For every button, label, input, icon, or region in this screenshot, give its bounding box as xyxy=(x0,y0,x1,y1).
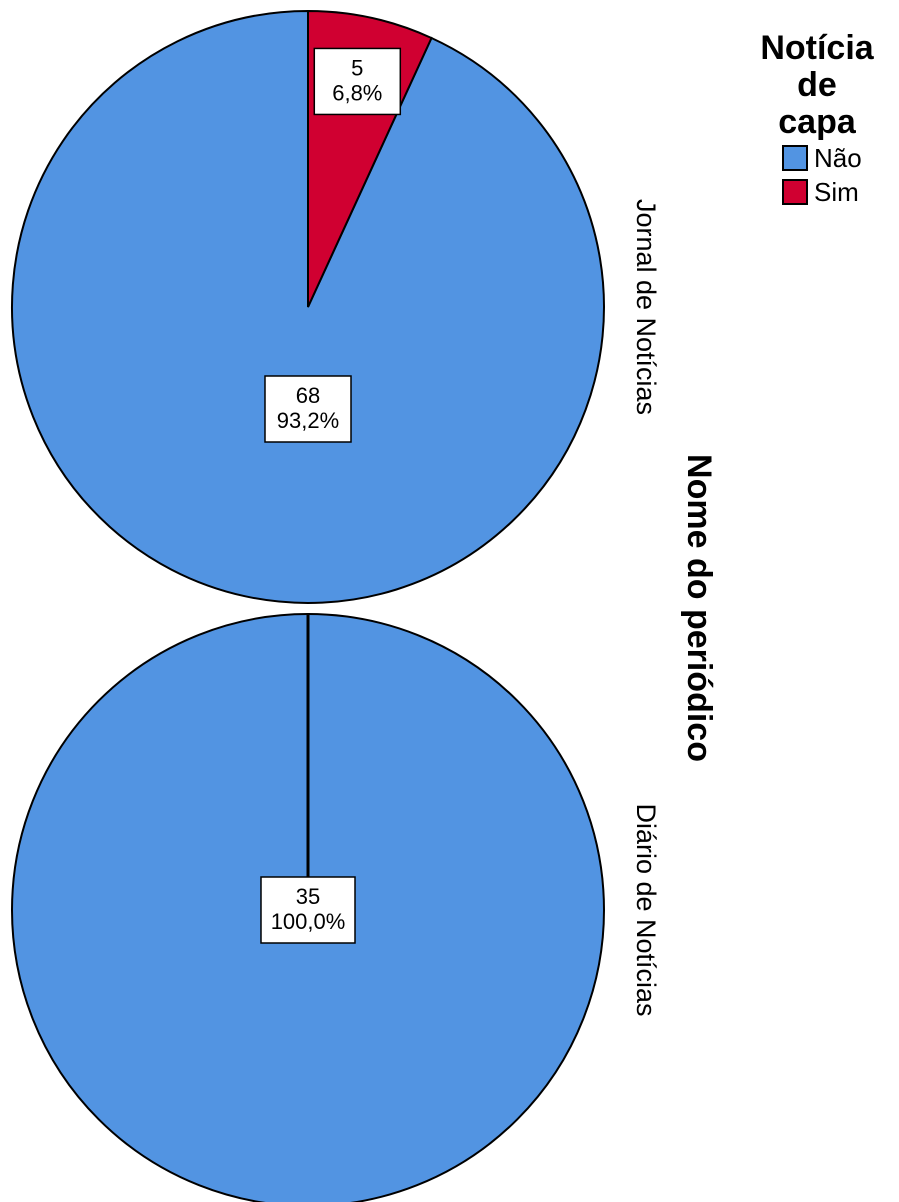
data-label-count: 5 xyxy=(351,55,363,80)
data-label-percent: 6,8% xyxy=(332,80,382,105)
legend-title: Notícia de capa xyxy=(752,30,882,141)
data-label-box xyxy=(260,876,356,944)
data-label-percent: 100,0% xyxy=(271,909,346,934)
legend-item-nao: Não xyxy=(782,141,892,175)
legend-title-line: Notícia xyxy=(760,29,874,67)
legend-swatch-sim xyxy=(782,179,808,205)
data-label-box xyxy=(264,375,352,443)
legend-label: Não xyxy=(814,142,862,173)
panel-label-di-rio-de-not-cias: Diário de Notícias xyxy=(631,803,661,1016)
legend-item-sim: Sim xyxy=(782,175,892,209)
facet-axis-label: Nome do periódico xyxy=(680,454,718,762)
data-label-count: 68 xyxy=(296,383,320,408)
legend-title-line: capa xyxy=(778,103,856,141)
legend: Notícia de capa Não Sim xyxy=(752,30,892,209)
data-label-jornal-de-not-cias-sim: 56,8% xyxy=(313,47,402,116)
data-label-count: 35 xyxy=(296,884,320,909)
legend-swatch-nao xyxy=(782,145,808,171)
panel-label-jornal-de-not-cias: Jornal de Notícias xyxy=(631,199,661,415)
data-label-box xyxy=(313,47,402,116)
data-label-percent: 93,2% xyxy=(277,408,339,433)
legend-label: Sim xyxy=(814,176,859,207)
legend-title-line: de xyxy=(797,66,837,104)
